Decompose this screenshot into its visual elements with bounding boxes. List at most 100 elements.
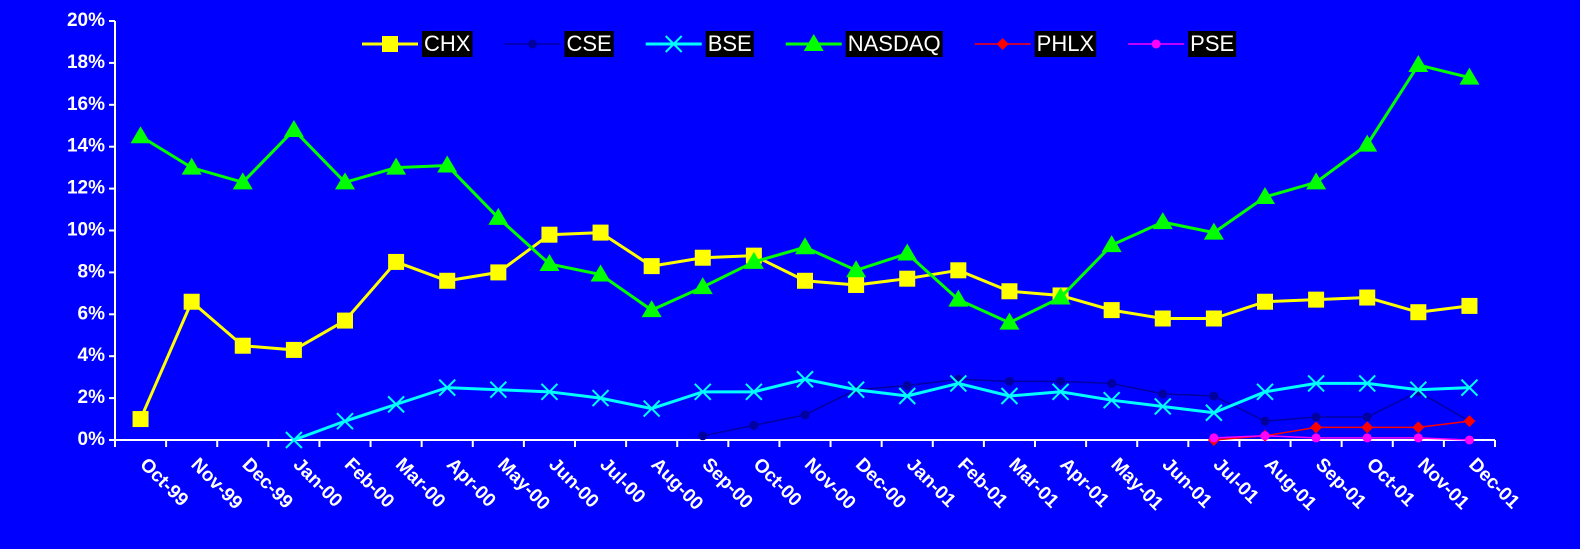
marker (130, 126, 151, 144)
x-tick-label: Nov-01 (1413, 454, 1473, 514)
x-tick-label: Mar-00 (391, 454, 449, 512)
x-tick-label: Aug-00 (647, 454, 707, 514)
legend-label-bg (1034, 31, 1097, 57)
legend-item: PHLX (974, 31, 1097, 57)
marker (591, 389, 610, 407)
legend-item: NASDAQ (785, 31, 943, 57)
legend-label: CSE (566, 31, 611, 56)
marker (1461, 297, 1478, 314)
marker (336, 412, 354, 430)
marker (1256, 383, 1274, 401)
x-tick-label: Dec-01 (1464, 454, 1523, 513)
y-tick-label: 16% (67, 94, 105, 115)
x-tick-label: Mar-01 (1004, 454, 1062, 512)
x-tick-label: Oct-00 (749, 454, 806, 511)
x-tick-label: Dec-99 (238, 454, 297, 513)
marker (1307, 374, 1325, 393)
series-line (702, 378, 1470, 437)
x-tick-label: Feb-01 (953, 454, 1011, 512)
marker (539, 254, 560, 272)
x-tick-label: Jun-00 (544, 454, 602, 512)
marker (1051, 383, 1070, 401)
x-tick-label: May-00 (493, 454, 553, 514)
marker (1460, 378, 1479, 397)
x-tick-label: Nov-00 (800, 454, 860, 514)
x-tick-label: Jan-01 (902, 454, 960, 512)
marker (1151, 39, 1161, 49)
marker (1358, 374, 1376, 393)
marker (797, 272, 813, 289)
x-tick-label: Oct-99 (135, 454, 192, 511)
marker (1410, 304, 1427, 321)
marker (388, 253, 405, 270)
marker (902, 381, 912, 391)
marker (1311, 412, 1321, 422)
marker (1362, 433, 1372, 443)
marker (803, 34, 824, 51)
legend-label: CHX (424, 31, 471, 56)
legend-item: CSE (504, 31, 614, 57)
x-tick-label: Apr-00 (442, 454, 499, 511)
marker (1408, 54, 1429, 72)
marker (181, 157, 202, 175)
marker (643, 258, 660, 275)
marker (386, 157, 407, 175)
marker (1050, 287, 1071, 305)
marker (1409, 381, 1428, 399)
marker (1413, 433, 1423, 443)
marker (1103, 302, 1120, 319)
legend-label: PHLX (1037, 31, 1095, 56)
x-tick-label: Apr-01 (1055, 454, 1113, 512)
marker (592, 224, 609, 241)
marker (745, 383, 763, 401)
legend-label-bg (1188, 31, 1237, 57)
marker (1412, 421, 1425, 434)
marker (132, 411, 149, 428)
marker (1205, 310, 1222, 327)
legend-item: CHX (362, 31, 473, 57)
marker (1152, 212, 1173, 230)
marker (1310, 421, 1323, 434)
marker (1459, 67, 1480, 85)
marker (285, 431, 303, 449)
marker (1255, 186, 1275, 204)
marker (743, 251, 764, 269)
marker (1107, 378, 1117, 388)
x-tick-label: Jul-01 (1209, 454, 1263, 508)
series-line (1213, 435, 1470, 441)
legend-label: PSE (1190, 31, 1234, 56)
y-tick-label: 2% (78, 387, 106, 408)
x-tick-label: Oct-01 (1362, 454, 1419, 511)
marker (335, 172, 355, 190)
marker (949, 374, 968, 393)
marker (1004, 376, 1014, 386)
x-tick-label: May-01 (1107, 454, 1168, 515)
marker (439, 272, 456, 289)
marker (489, 381, 508, 399)
marker (642, 399, 661, 418)
marker (382, 36, 398, 52)
marker (1260, 416, 1270, 426)
marker (1154, 397, 1172, 416)
marker (899, 270, 916, 287)
marker (999, 312, 1020, 330)
marker (1205, 404, 1223, 422)
x-tick-label: Nov-99 (187, 454, 247, 514)
marker (846, 260, 867, 278)
marker (641, 300, 662, 318)
marker (1308, 291, 1325, 308)
marker (488, 207, 509, 225)
marker (1000, 387, 1019, 405)
y-tick-label: 14% (67, 136, 105, 157)
marker (692, 277, 713, 295)
marker (1001, 283, 1018, 300)
marker (437, 155, 458, 173)
marker (590, 264, 611, 282)
marker (234, 337, 251, 354)
x-tick-label: Feb-00 (340, 454, 398, 512)
marker (796, 370, 814, 388)
marker (527, 39, 537, 49)
marker (183, 293, 200, 310)
marker (800, 410, 810, 420)
